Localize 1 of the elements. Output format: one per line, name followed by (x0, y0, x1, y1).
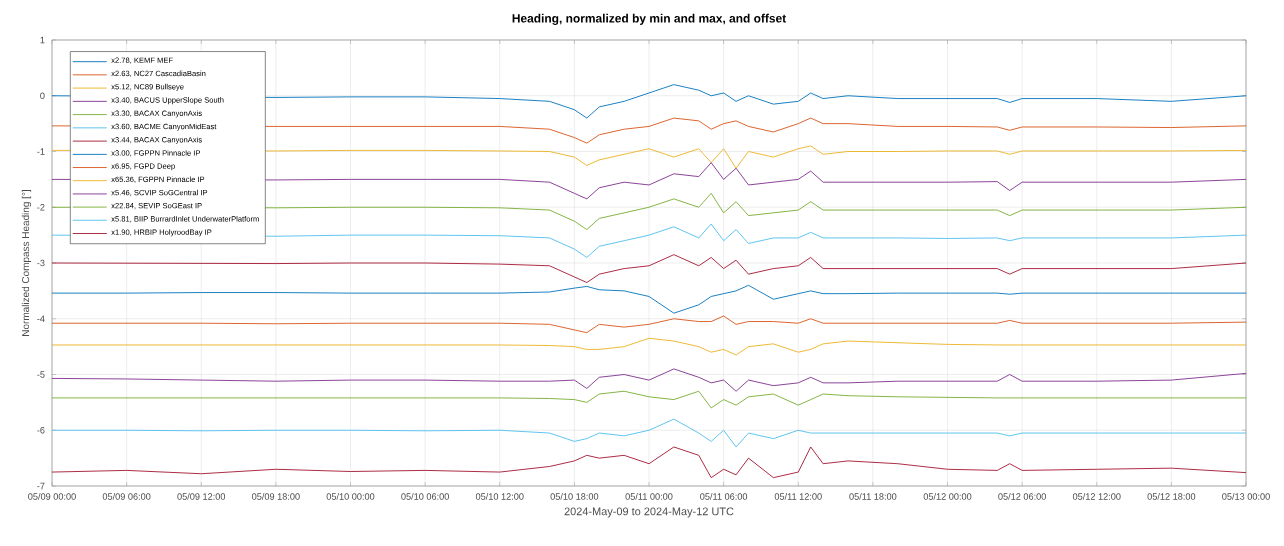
line-series (52, 446, 1247, 479)
